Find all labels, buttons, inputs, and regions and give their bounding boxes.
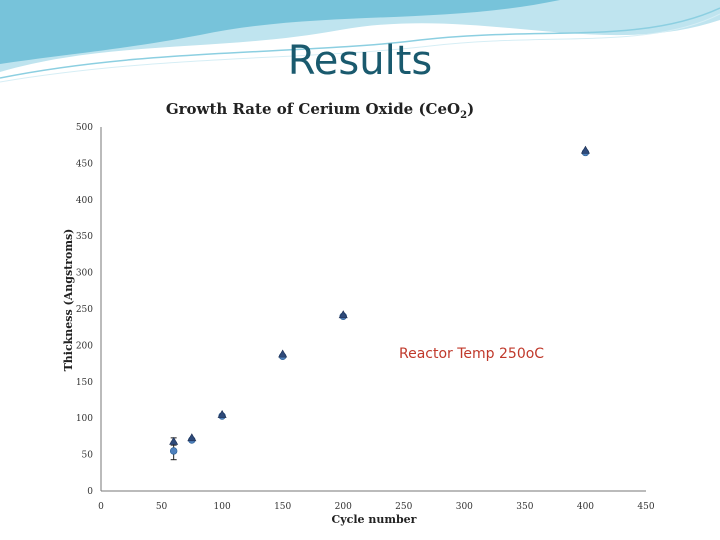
y-tick-label: 400 <box>76 196 93 206</box>
x-tick-label: 350 <box>516 502 533 512</box>
banner-wave-line <box>0 7 720 79</box>
x-axis-label: Cycle number <box>332 513 417 526</box>
chart-title: Growth Rate of Cerium Oxide (CeO2) <box>110 100 530 121</box>
reactor-temp-annotation: Reactor Temp 250oC <box>399 346 544 362</box>
x-tick-labels: 0 50 100 150 200 250 300 350 400 450 <box>98 502 655 512</box>
banner-wave-line-2 <box>0 13 720 83</box>
data-point-triangle <box>169 436 179 445</box>
y-axis-label: Thickness (Angstroms) <box>62 229 75 372</box>
header-banner <box>0 0 720 83</box>
x-tick-label: 200 <box>335 502 352 512</box>
data-points <box>169 145 590 461</box>
x-tick-label: 0 <box>98 502 104 512</box>
y-tick-label: 0 <box>87 487 93 497</box>
data-point-circle <box>169 447 178 455</box>
y-tick-label: 300 <box>76 269 93 279</box>
y-tick-label: 350 <box>76 232 93 242</box>
x-tick-label: 300 <box>456 502 473 512</box>
x-tick-label: 50 <box>156 502 168 512</box>
y-tick-label: 500 <box>76 123 93 133</box>
data-point-triangle <box>338 310 348 319</box>
y-tick-label: 50 <box>82 451 94 461</box>
data-point-triangle <box>217 409 227 418</box>
x-tick-label: 400 <box>577 502 594 512</box>
chart-title-end: ) <box>467 100 475 118</box>
data-point-triangle <box>580 145 590 154</box>
x-tick-label: 250 <box>395 502 412 512</box>
banner-wave-front <box>0 0 560 64</box>
x-tick-label: 100 <box>214 502 231 512</box>
axes <box>100 127 646 492</box>
data-point-triangle <box>187 433 197 442</box>
data-point-triangle <box>278 349 288 358</box>
chart-title-main: Growth Rate of Cerium Oxide (CeO <box>165 100 461 118</box>
y-tick-label: 250 <box>76 305 93 315</box>
y-tick-label: 450 <box>76 159 93 169</box>
y-tick-label: 150 <box>76 378 93 388</box>
y-tick-label: 200 <box>76 341 93 351</box>
y-tick-label: 100 <box>76 414 93 424</box>
y-tick-labels: 0 50 100 150 200 250 300 350 400 450 500 <box>76 123 93 497</box>
x-tick-label: 150 <box>274 502 291 512</box>
x-tick-label: 450 <box>637 502 654 512</box>
chart-title-subscript: 2 <box>460 110 468 121</box>
slide-title: Results <box>287 38 433 84</box>
